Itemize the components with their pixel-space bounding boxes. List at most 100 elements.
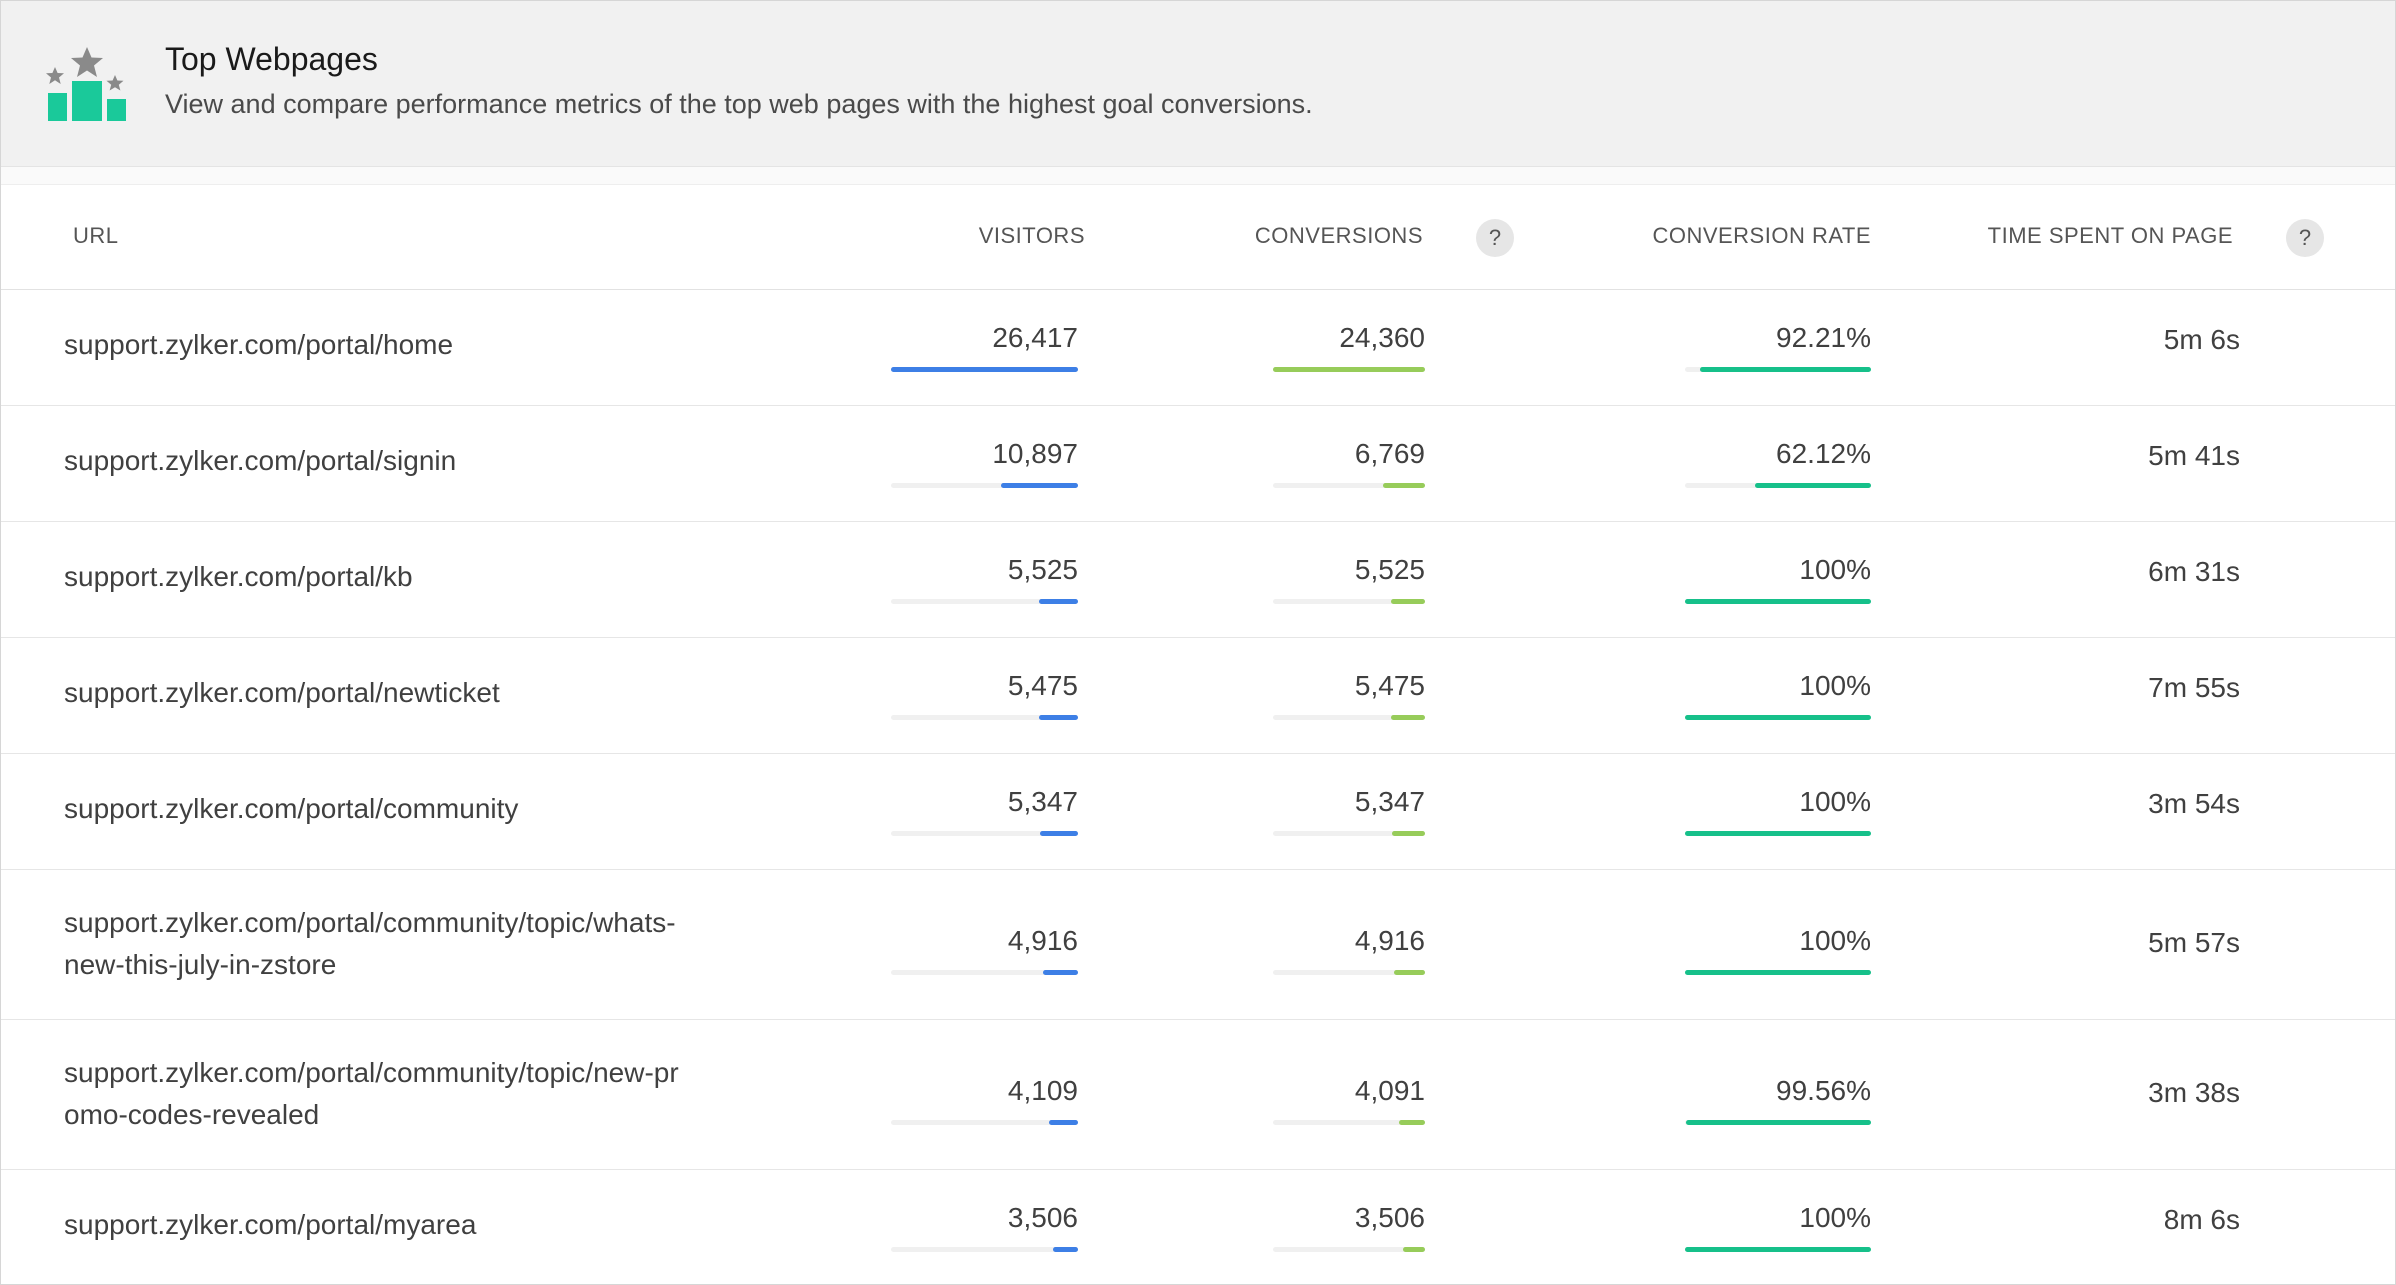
row-url[interactable]: support.zylker.com/portal/home	[64, 329, 454, 360]
conversion-rate-bar	[1685, 970, 1871, 975]
conversions-bar-fill	[1399, 1120, 1425, 1125]
visitors-bar-fill	[891, 367, 1078, 372]
visitors-value: 3,506	[1007, 1202, 1078, 1233]
visitors-bar	[891, 715, 1078, 720]
table-row[interactable]: support.zylker.com/portal/community/topi…	[1, 870, 2395, 1020]
conversions-value: 5,475	[1354, 670, 1425, 701]
conversion-rate-bar	[1685, 367, 1871, 372]
conversion-rate-bar	[1685, 483, 1871, 488]
star-center-icon	[71, 47, 103, 77]
time-spent-help-icon[interactable]: ?	[2286, 219, 2324, 257]
podium-right	[107, 99, 126, 121]
conversion-rate-value: 100%	[1799, 554, 1871, 585]
conversion-rate-bar-fill	[1685, 831, 1871, 836]
visitors-bar	[891, 831, 1078, 836]
conversions-bar-fill	[1394, 970, 1425, 975]
table-row[interactable]: support.zylker.com/portal/newticket 5,47…	[1, 638, 2395, 754]
column-header-time-spent[interactable]: TIME SPENT ON PAGE	[1987, 223, 2233, 248]
conversions-bar-fill	[1390, 599, 1425, 604]
conversions-bar-fill	[1390, 715, 1425, 720]
visitors-value: 10,897	[992, 438, 1078, 469]
table-row[interactable]: support.zylker.com/portal/myarea 3,506 3…	[1, 1170, 2395, 1285]
conversions-value: 4,091	[1354, 1075, 1425, 1106]
visitors-bar	[891, 970, 1078, 975]
conversion-rate-bar-fill	[1699, 367, 1871, 372]
conversions-bar	[1273, 715, 1425, 720]
conversions-bar	[1273, 831, 1425, 836]
star-left-icon	[46, 67, 64, 84]
table-row[interactable]: support.zylker.com/portal/home 26,417 24…	[1, 290, 2395, 406]
conversion-rate-bar-fill	[1685, 970, 1871, 975]
conversion-rate-bar	[1685, 599, 1871, 604]
conversions-bar	[1273, 599, 1425, 604]
row-url[interactable]: support.zylker.com/portal/myarea	[64, 1209, 477, 1240]
conversion-rate-value: 62.12%	[1776, 438, 1871, 469]
conversion-rate-value: 100%	[1799, 786, 1871, 817]
conversions-bar	[1273, 1120, 1425, 1125]
time-spent-value: 5m 57s	[2148, 927, 2240, 958]
row-url[interactable]: support.zylker.com/portal/community/topi…	[64, 1057, 679, 1130]
column-header-visitors[interactable]: VISITORS	[978, 223, 1085, 248]
table-row[interactable]: support.zylker.com/portal/signin 10,897 …	[1, 406, 2395, 522]
visitors-bar-fill	[1040, 831, 1078, 836]
table-body: support.zylker.com/portal/home 26,417 24…	[1, 290, 2395, 1285]
column-header-conversions[interactable]: CONVERSIONS	[1254, 223, 1423, 248]
visitors-value: 5,475	[1007, 670, 1078, 701]
conversion-rate-value: 99.56%	[1776, 1075, 1871, 1106]
column-header-conversion-rate[interactable]: CONVERSION RATE	[1652, 223, 1871, 248]
visitors-bar-fill	[1039, 715, 1078, 720]
widget-header: Top Webpages View and compare performanc…	[1, 1, 2395, 167]
conversion-rate-bar-fill	[1755, 483, 1871, 488]
conversions-value: 6,769	[1354, 438, 1425, 469]
conversion-rate-bar-fill	[1685, 1120, 1871, 1125]
widget-title: Top Webpages	[165, 41, 378, 77]
conversions-bar	[1273, 970, 1425, 975]
header-divider	[1, 167, 2395, 185]
visitors-bar	[891, 1120, 1078, 1125]
visitors-bar-fill	[1000, 483, 1078, 488]
podium-stars-icon	[46, 47, 126, 121]
visitors-value: 26,417	[992, 322, 1078, 353]
time-spent-value: 3m 38s	[2148, 1077, 2240, 1108]
table-row[interactable]: support.zylker.com/portal/community/topi…	[1, 1020, 2395, 1170]
table-row[interactable]: support.zylker.com/portal/kb 5,525 5,525…	[1, 522, 2395, 638]
star-right-icon	[106, 75, 124, 91]
visitors-bar	[891, 1247, 1078, 1252]
time-spent-value: 6m 31s	[2148, 556, 2240, 587]
conversions-value: 24,360	[1339, 322, 1425, 353]
table-row[interactable]: support.zylker.com/portal/community 5,34…	[1, 754, 2395, 870]
visitors-value: 5,525	[1007, 554, 1078, 585]
visitors-value: 4,916	[1007, 925, 1078, 956]
conversions-bar-fill	[1382, 483, 1425, 488]
visitors-bar	[891, 367, 1078, 372]
conversions-bar-fill	[1403, 1247, 1425, 1252]
table-header: URL VISITORS CONVERSIONS ? CONVERSION RA…	[1, 185, 2395, 290]
conversions-bar	[1273, 483, 1425, 488]
conversions-bar	[1273, 367, 1425, 372]
conversion-rate-value: 100%	[1799, 925, 1871, 956]
row-url[interactable]: support.zylker.com/portal/community	[64, 793, 519, 824]
conversions-value: 5,525	[1354, 554, 1425, 585]
row-url[interactable]: support.zylker.com/portal/signin	[64, 445, 457, 476]
visitors-bar-fill	[1048, 1120, 1078, 1125]
conversions-value: 3,506	[1354, 1202, 1425, 1233]
conversions-help-icon[interactable]: ?	[1476, 219, 1514, 257]
column-header-url[interactable]: URL	[73, 223, 119, 248]
conversions-bar-fill	[1273, 367, 1425, 372]
visitors-bar-fill	[1038, 599, 1078, 604]
row-url[interactable]: support.zylker.com/portal/community/topi…	[64, 907, 676, 980]
time-spent-value: 5m 6s	[2163, 324, 2240, 355]
conversion-rate-bar	[1685, 1247, 1871, 1252]
widget-subtitle: View and compare performance metrics of …	[165, 89, 1313, 119]
time-spent-value: 3m 54s	[2148, 788, 2240, 819]
row-url[interactable]: support.zylker.com/portal/kb	[64, 561, 413, 592]
podium-center	[72, 81, 102, 121]
time-spent-value: 8m 6s	[2163, 1204, 2240, 1235]
row-url[interactable]: support.zylker.com/portal/newticket	[64, 677, 500, 708]
time-spent-value: 7m 55s	[2148, 672, 2240, 703]
conversion-rate-bar	[1685, 715, 1871, 720]
conversion-rate-bar-fill	[1685, 599, 1871, 604]
visitors-value: 5,347	[1007, 786, 1078, 817]
conversions-bar-fill	[1391, 831, 1425, 836]
